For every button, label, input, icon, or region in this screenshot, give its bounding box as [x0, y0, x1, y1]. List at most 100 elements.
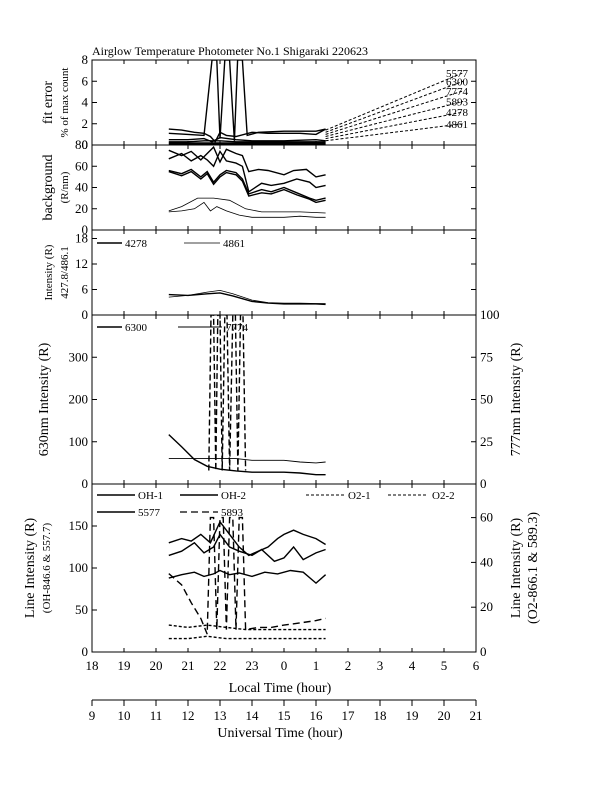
local-time-tick-label: 1	[313, 658, 320, 673]
series-5893	[168, 516, 326, 635]
fit-label-5893: 5893	[446, 96, 469, 108]
y-tick-label: 20	[75, 201, 88, 216]
panel-frame	[91, 229, 477, 316]
local-time-tick-label: 5	[441, 658, 448, 673]
series-7774	[168, 458, 326, 464]
fit-extrapolation	[325, 111, 464, 140]
ut-tick-label: 9	[89, 708, 96, 723]
local-time-tick-label: 19	[118, 658, 131, 673]
panel-blue	[91, 229, 477, 316]
series-background-1	[168, 149, 326, 193]
legend-4278: 4278	[125, 238, 148, 250]
y-tick-label: 150	[69, 518, 89, 533]
y-tick-label-right: 0	[480, 476, 487, 491]
legend-OH-2: OH-2	[221, 490, 246, 502]
fit-extrapolation	[325, 100, 464, 137]
legend-6300: 6300	[125, 322, 148, 334]
fit-label-4861: 4861	[446, 119, 468, 131]
local-time-tick-label: 6	[473, 658, 480, 673]
y-axis-label-2: 427.8/486.1	[59, 246, 71, 299]
fit-extrapolation	[325, 123, 464, 142]
fit-label-6300: 6300	[446, 76, 469, 88]
legend-O2-2: O2-2	[432, 490, 455, 502]
y-axis-label: 630nm Intensity (R)	[37, 342, 52, 456]
series-background-0	[168, 145, 326, 178]
ut-tick-label: 19	[406, 708, 419, 723]
y-tick-label-right: 75	[480, 349, 493, 364]
local-time-tick-label: 23	[246, 658, 259, 673]
legend-7774: 7774	[226, 322, 249, 334]
universal-time-label: Universal Time (hour)	[217, 726, 343, 741]
y-tick-label-right: 100	[480, 307, 500, 322]
y-tick-label: 4	[82, 95, 89, 110]
y-axis-label-right-2: (O2-866.1 & 589.3)	[526, 512, 541, 624]
ut-tick-label: 15	[278, 708, 291, 723]
y-tick-label: 8	[82, 52, 89, 67]
series-7774-dashed	[208, 315, 247, 471]
legend-5893: 5893	[221, 507, 244, 519]
local-time-tick-label: 0	[281, 658, 288, 673]
ut-tick-label: 18	[374, 708, 387, 723]
ut-tick-label: 13	[214, 708, 227, 723]
legend-5577: 5577	[138, 507, 161, 519]
local-time-tick-label: 21	[182, 658, 195, 673]
legend-OH-1: OH-1	[138, 490, 163, 502]
series-4861	[168, 289, 326, 304]
y-tick-label: 100	[69, 434, 89, 449]
y-tick-label: 50	[75, 602, 88, 617]
panel-fit	[91, 59, 477, 146]
local-time-tick-label: 20	[150, 658, 163, 673]
y-tick-label-right: 50	[480, 392, 493, 407]
y-tick-label: 40	[75, 180, 88, 195]
fit-label-7774: 7774	[446, 86, 469, 98]
fit-extrapolation	[325, 90, 464, 135]
y-axis-label: background	[41, 154, 56, 220]
fit-label-5577: 5577	[446, 68, 469, 80]
series-5577	[168, 520, 326, 557]
series-OH-2	[168, 569, 327, 585]
y-axis-label-2: (R/nm)	[59, 171, 71, 203]
series-O2-1	[168, 624, 326, 631]
y-axis-label: fit error	[41, 81, 56, 124]
local-time-label: Local Time (hour)	[229, 681, 332, 696]
local-time-tick-label: 4	[409, 658, 416, 673]
ut-tick-label: 20	[438, 708, 451, 723]
panel-red	[91, 314, 477, 485]
y-axis-label-right: 777nm Intensity (R)	[509, 342, 524, 456]
panel-frame	[91, 59, 477, 146]
y-axis-label: Intensity (R)	[43, 244, 55, 300]
series-fit-3	[168, 140, 326, 143]
y-tick-label: 200	[69, 392, 89, 407]
y-tick-label-right: 25	[480, 434, 493, 449]
y-tick-label: 100	[69, 560, 89, 575]
series-OH-1	[168, 533, 326, 563]
y-tick-label: 60	[75, 158, 88, 173]
y-axis-label-2: % of max count	[59, 68, 71, 138]
y-tick-label: 6	[82, 282, 89, 297]
ut-tick-label: 16	[310, 708, 324, 723]
y-axis-label-right: Line Intensity (R)	[509, 518, 524, 619]
y-tick-label: 6	[82, 73, 89, 88]
y-axis-label-2: (OH-846.6 & 557.7)	[41, 522, 53, 613]
local-time-tick-label: 3	[377, 658, 384, 673]
ut-tick-label: 14	[246, 708, 260, 723]
series-background-5	[168, 197, 326, 214]
y-tick-label: 2	[82, 116, 89, 131]
series-background-4	[168, 201, 326, 218]
y-tick-label: 0	[82, 644, 89, 659]
fit-extrapolation	[325, 72, 464, 131]
legend-O2-1: O2-1	[348, 490, 371, 502]
series-background-2	[168, 168, 326, 202]
fit-label-4278: 4278	[446, 107, 469, 119]
series-6300	[168, 434, 326, 476]
y-tick-label-right: 0	[480, 644, 487, 659]
y-tick-label-right: 20	[480, 599, 493, 614]
chart-title: Airglow Temperature Photometer No.1 Shig…	[92, 44, 368, 58]
ut-tick-label: 21	[470, 708, 483, 723]
local-time-tick-label: 2	[345, 658, 352, 673]
panel-background	[91, 144, 477, 231]
series-fit-0	[168, 128, 326, 144]
y-axis-label: Line Intensity (R)	[23, 518, 38, 619]
